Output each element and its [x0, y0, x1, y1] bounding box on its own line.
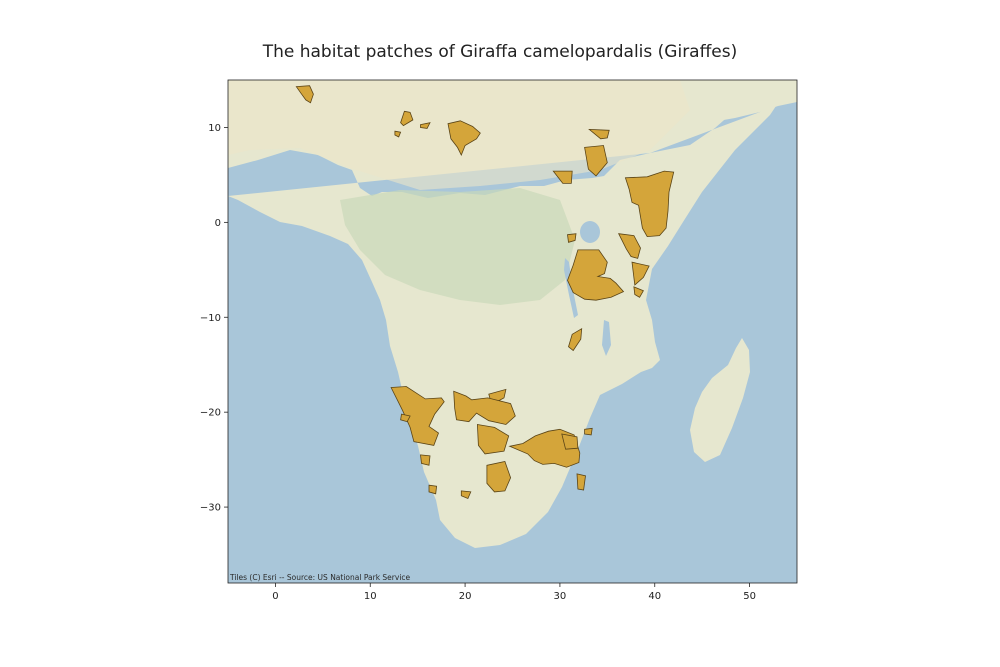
habitat-patches	[295, 85, 675, 500]
habitat-patch	[568, 327, 583, 352]
madagascar-landmass	[690, 338, 750, 462]
lake-victoria	[580, 221, 600, 243]
habitat-patch	[567, 233, 577, 243]
habitat-patch	[400, 413, 411, 423]
habitat-patch	[486, 461, 512, 493]
x-tick-label: 30	[554, 591, 567, 602]
map-attribution: Tiles (C) Esri -- Source: US National Pa…	[229, 573, 411, 582]
y-tick-label: 0	[215, 218, 221, 229]
habitat-patch	[447, 120, 481, 156]
habitat-patch	[400, 110, 414, 127]
arabian-peninsula	[678, 80, 797, 122]
habitat-patch	[624, 170, 675, 238]
basemap	[228, 80, 797, 583]
y-tick-label: −10	[200, 313, 221, 324]
y-axis: 10 0 −10 −20 −30	[200, 123, 228, 514]
habitat-patch	[394, 130, 402, 138]
habitat-patch	[390, 386, 445, 446]
y-tick-label: 10	[208, 123, 221, 134]
habitat-patch	[476, 424, 510, 455]
habitat-patch	[567, 249, 625, 301]
habitat-patch	[631, 261, 650, 286]
y-tick-label: −20	[200, 408, 221, 419]
x-tick-label: 10	[364, 591, 377, 602]
habitat-patch	[460, 490, 472, 500]
habitat-patch	[633, 286, 644, 298]
x-axis: 0 10 20 30 40 50	[272, 583, 756, 602]
habitat-patch	[618, 233, 641, 259]
axes-frame	[227, 79, 798, 584]
lake-malawi	[602, 320, 611, 356]
map-title: The habitat patches of Giraffa camelopar…	[262, 42, 738, 62]
x-tick-label: 40	[648, 591, 661, 602]
congo-forest-tint	[340, 188, 575, 305]
habitat-patch	[295, 85, 314, 104]
x-tick-label: 50	[743, 591, 756, 602]
habitat-patch	[508, 428, 581, 468]
habitat-patch	[561, 433, 579, 450]
x-tick-label: 0	[272, 591, 278, 602]
habitat-patch	[552, 170, 573, 184]
habitat-patch	[576, 473, 586, 491]
y-tick-label: −30	[200, 503, 221, 514]
x-tick-label: 20	[459, 591, 472, 602]
habitat-patch	[420, 454, 431, 466]
habitat-patch	[584, 145, 608, 177]
habitat-patch	[453, 390, 516, 425]
habitat-patch	[428, 484, 438, 495]
habitat-patch	[584, 427, 593, 436]
habitat-patch	[420, 122, 431, 129]
habitat-patch	[588, 128, 610, 140]
